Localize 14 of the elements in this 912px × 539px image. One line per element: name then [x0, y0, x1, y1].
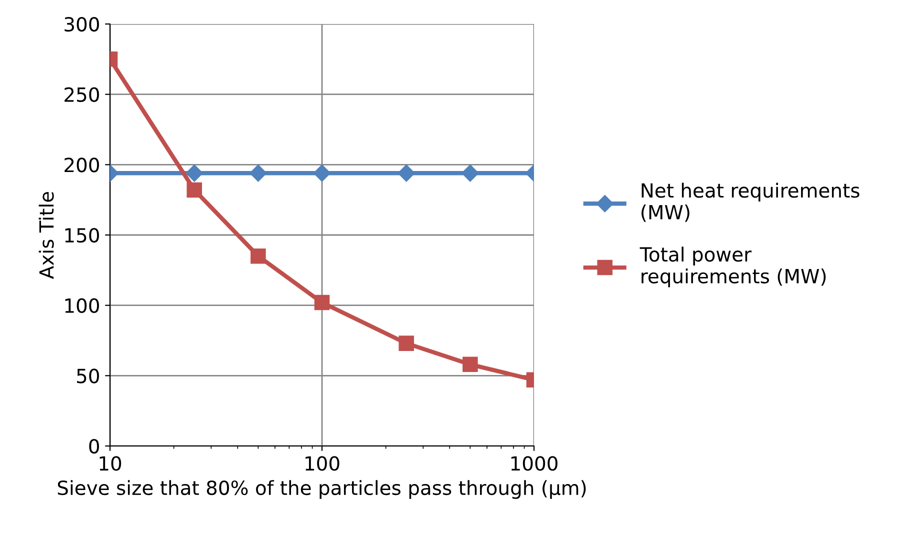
y-axis-title: Axis Title [38, 192, 54, 279]
y-tick-label: 0 [89, 438, 99, 454]
y-tick-label: 50 [77, 368, 99, 384]
y-tick-label: 250 [64, 87, 99, 102]
legend-label: Total power requirements (MW) [640, 246, 826, 288]
x-tick-label: 100 [306, 456, 340, 471]
legend-label: Net heat requirements (MW) [642, 182, 860, 222]
y-tick-label: 200 [64, 158, 99, 172]
y-tick-label: 300 [64, 16, 99, 32]
x-axis-title: Sieve size that 80% of the particles pass through (µm) [58, 480, 586, 499]
y-tick-label: 100 [65, 298, 99, 313]
x-tick-label: 10 [100, 456, 122, 471]
x-tick-label: 1000 [511, 456, 558, 471]
y-tick-label: 150 [65, 228, 99, 243]
